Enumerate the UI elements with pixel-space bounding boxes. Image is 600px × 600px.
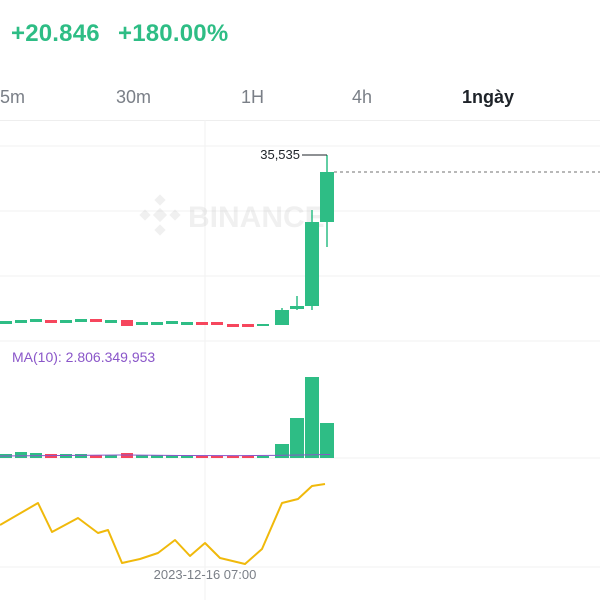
candle xyxy=(75,319,87,322)
price-change-percent: +180.00% xyxy=(118,20,229,47)
tab-5m[interactable]: 5m xyxy=(0,87,26,107)
volume-bar xyxy=(211,456,223,458)
volume-bar xyxy=(305,377,319,458)
high-price-marker: 35,535 xyxy=(260,147,327,162)
candle xyxy=(136,322,148,325)
candle xyxy=(15,320,27,323)
candle xyxy=(121,320,133,326)
price-change-header: +20.846 +180.00% xyxy=(0,0,600,75)
high-price-label: 35,535 xyxy=(260,147,300,162)
volume-bars xyxy=(0,377,334,458)
volume-bar xyxy=(105,455,117,458)
volume-bar xyxy=(196,456,208,458)
candle xyxy=(242,324,254,327)
volume-bar xyxy=(275,444,289,458)
candle xyxy=(0,321,12,324)
candle xyxy=(90,319,102,322)
watermark-text: BINANCE xyxy=(188,201,325,234)
volume-bar xyxy=(320,423,334,458)
candle xyxy=(211,322,223,325)
candle xyxy=(305,222,319,306)
tab-1day[interactable]: 1ngày xyxy=(462,87,515,107)
candle xyxy=(257,324,269,326)
crosshair-time-label: 2023-12-16 07:00 xyxy=(154,567,257,582)
candle xyxy=(60,320,72,323)
price-candles-rally xyxy=(275,155,334,325)
candlestick-chart[interactable]: BINANCE xyxy=(0,120,600,600)
volume-bar xyxy=(136,455,148,458)
price-chart-area[interactable]: BINANCE xyxy=(0,120,600,600)
volume-ma-label: MA(10): 2.806.349,953 xyxy=(12,349,156,365)
tab-1h[interactable]: 1H xyxy=(241,87,265,107)
tab-30m[interactable]: 30m xyxy=(116,87,152,107)
volume-bar xyxy=(290,418,304,458)
candle xyxy=(166,321,178,324)
candle xyxy=(151,322,163,325)
timeframe-tabs: 5m 30m 1H 4h 1ngày xyxy=(0,75,600,121)
indicator-line xyxy=(0,483,326,565)
volume-bar xyxy=(90,455,102,458)
candle xyxy=(290,306,304,309)
candle xyxy=(196,322,208,325)
candle xyxy=(181,322,193,325)
candle xyxy=(45,320,57,323)
price-candles-low xyxy=(0,319,269,327)
volume-bar xyxy=(227,456,239,458)
volume-bar xyxy=(166,455,178,458)
volume-ma-line xyxy=(0,454,331,457)
candle xyxy=(30,319,42,322)
binance-logo-icon xyxy=(139,194,181,236)
volume-bar xyxy=(151,455,163,458)
tab-4h[interactable]: 4h xyxy=(352,87,373,107)
volume-bar xyxy=(181,455,193,458)
candle xyxy=(320,172,334,222)
volume-bar xyxy=(257,456,269,458)
price-change-absolute: +20.846 xyxy=(11,20,100,47)
candle xyxy=(275,310,289,325)
volume-bar xyxy=(75,454,87,458)
volume-bar xyxy=(60,454,72,458)
binance-watermark: BINANCE xyxy=(139,194,325,236)
volume-bar xyxy=(15,452,27,458)
candle xyxy=(105,320,117,323)
candle xyxy=(227,324,239,327)
volume-bar xyxy=(242,456,254,458)
